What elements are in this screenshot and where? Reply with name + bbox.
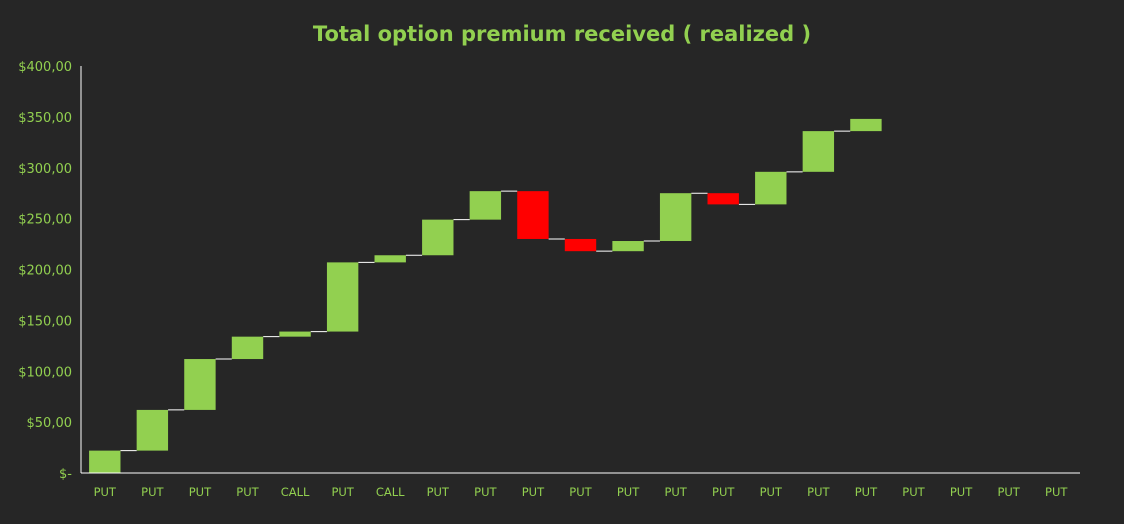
x-tick-label: PUT (855, 485, 878, 499)
y-tick-label: $350,00 (18, 111, 72, 126)
x-tick-label: PUT (522, 485, 545, 499)
increase-bar (659, 193, 692, 242)
y-tick-label: $200,00 (18, 264, 72, 279)
x-tick-label: PUT (236, 485, 259, 499)
x-tick-label: PUT (617, 485, 640, 499)
x-tick-label: PUT (997, 485, 1020, 499)
increase-bar (89, 450, 121, 473)
increase-bar (469, 191, 502, 220)
decrease-bar (517, 191, 549, 239)
increase-bar (755, 171, 787, 205)
increase-bar (279, 331, 311, 337)
increase-bar (802, 131, 835, 172)
increase-bar (374, 255, 406, 263)
x-tick-label: PUT (331, 485, 354, 499)
x-tick-label: CALL (376, 485, 405, 499)
x-tick-label: PUT (712, 485, 735, 499)
x-tick-label: PUT (141, 485, 164, 499)
increase-bar (231, 336, 264, 360)
y-tick-label: $- (59, 467, 72, 482)
x-tick-label: PUT (807, 485, 830, 499)
x-tick-label: CALL (281, 485, 310, 499)
decrease-bar (707, 193, 739, 205)
increase-bar (136, 409, 169, 451)
chart-title: Total option premium received ( realized… (312, 22, 812, 46)
y-tick-label: $50,00 (27, 416, 73, 431)
y-tick-label: $250,00 (18, 213, 72, 228)
decrease-bar (564, 238, 597, 252)
x-tick-label: PUT (760, 485, 783, 499)
x-tick-label: PUT (1045, 485, 1068, 499)
increase-bar (422, 219, 454, 256)
x-tick-label: PUT (902, 485, 925, 499)
y-tick-label: $400,00 (18, 60, 72, 75)
x-tick-label: PUT (189, 485, 212, 499)
y-tick-label: $150,00 (18, 314, 72, 329)
y-tick-label: $100,00 (18, 365, 72, 380)
x-tick-label: PUT (474, 485, 497, 499)
y-tick-label: $300,00 (18, 162, 72, 177)
x-tick-label: PUT (569, 485, 592, 499)
increase-bar (326, 262, 359, 332)
x-tick-label: PUT (664, 485, 687, 499)
increase-bar (612, 241, 644, 252)
increase-bar (850, 118, 882, 132)
x-tick-label: PUT (427, 485, 450, 499)
increase-bar (184, 359, 216, 410)
x-tick-label: PUT (94, 485, 117, 499)
x-tick-label: PUT (950, 485, 973, 499)
